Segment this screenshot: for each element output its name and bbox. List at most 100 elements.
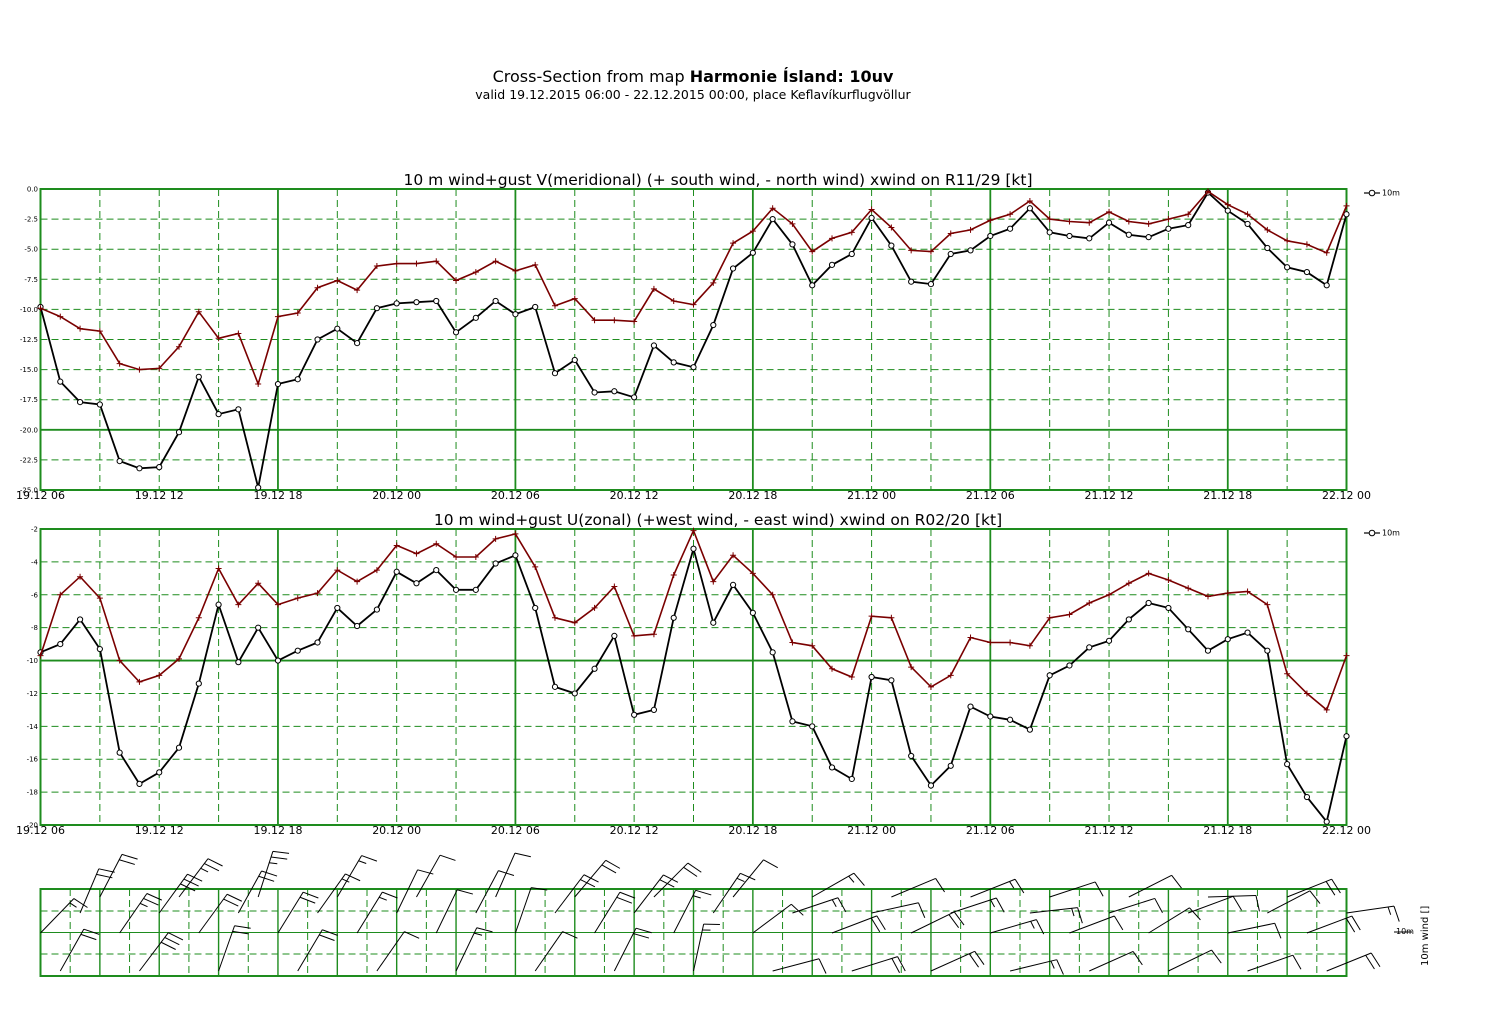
- meridional-gust-point: [1066, 218, 1073, 225]
- zonal-wind-point: [1145, 599, 1152, 607]
- meridional-gust-point: [215, 335, 222, 342]
- zonal-y-tick-label: -2: [31, 526, 38, 534]
- meridional-wind-point: [1026, 205, 1033, 212]
- wind-barb-half-feather: [341, 878, 350, 883]
- wind-barb-feather: [168, 932, 184, 941]
- wind-barb-feather: [187, 873, 203, 882]
- wind-barb-shaft: [871, 902, 919, 914]
- meridional-wind-point: [967, 247, 974, 254]
- zonal-gust-point: [354, 578, 361, 585]
- zonal-wind-point: [1105, 637, 1113, 644]
- meridional-wind-point: [1185, 222, 1192, 229]
- wind-barb-feather: [404, 931, 420, 939]
- wind-barb-feather: [270, 856, 288, 860]
- wind-barb-shaft: [693, 923, 705, 972]
- wind-barb-feather: [1232, 896, 1243, 911]
- wind-barb-feather: [302, 891, 319, 899]
- wind-barb-feather: [1094, 881, 1104, 897]
- meridional-y-tick-label: -5.0: [24, 246, 38, 254]
- meridional-gust-point: [472, 269, 479, 276]
- meridional-wind-point: [413, 299, 420, 306]
- wind-barb-feather: [1370, 952, 1381, 967]
- wind-barb-feather: [232, 930, 249, 935]
- wind-barb-shaft: [198, 893, 228, 934]
- meridional-wind-point: [868, 214, 875, 221]
- wind-barb-feather: [119, 859, 135, 865]
- zonal-gust-point: [1007, 639, 1014, 646]
- meridional-wind-point: [1323, 282, 1330, 289]
- wind-barb-feather: [1077, 907, 1083, 924]
- wind-barb-half-feather: [200, 867, 209, 873]
- zonal-gust-point: [453, 553, 460, 560]
- zonal-gust-point: [1086, 600, 1093, 606]
- meridional-x-tick-label: 21.12 00: [847, 489, 896, 502]
- meridional-x-tick-label: 20.12 18: [728, 489, 777, 502]
- meridional-gust-point: [670, 297, 677, 304]
- zonal-wind-point: [551, 683, 559, 690]
- wind-barb-feather: [619, 891, 636, 899]
- wind-barb-feather: [953, 911, 965, 926]
- wind-barb-feather: [1211, 949, 1222, 964]
- zonal-wind-point: [195, 680, 202, 687]
- meridional-gust-point: [1106, 208, 1113, 215]
- wind-barb-half-feather: [1387, 906, 1392, 915]
- wind-barb-shaft: [1267, 890, 1311, 914]
- zonal-wind-point: [947, 762, 954, 769]
- meridional-wind-point: [116, 458, 123, 465]
- zonal-gust-point: [1165, 576, 1172, 583]
- meridional-wind-point: [611, 388, 618, 395]
- meridional-gust-point: [453, 277, 460, 284]
- meridional-y-tick-label: -12.5: [20, 336, 38, 344]
- meridional-gust-point: [888, 224, 895, 231]
- wind-barb-feather: [382, 891, 398, 899]
- zonal-wind-point: [136, 780, 143, 787]
- zonal-x-tick-label: 20.12 18: [728, 824, 777, 837]
- meridional-gust-point: [1204, 188, 1211, 195]
- zonal-wind-point: [76, 616, 84, 623]
- zonal-wind-point: [769, 649, 776, 656]
- meridional-wind-point: [76, 399, 84, 406]
- wind-barb-half-feather: [474, 932, 483, 936]
- meridional-gust-point: [354, 287, 361, 294]
- zonal-gust-point: [848, 674, 855, 680]
- meridional-gust-point: [235, 330, 242, 337]
- zonal-wind-point: [274, 657, 282, 664]
- wind-barb-half-feather: [269, 862, 278, 865]
- zonal-wind-point: [156, 769, 163, 776]
- wind-barb-shaft: [792, 897, 839, 914]
- wind-barb-feather: [1014, 878, 1025, 894]
- meridional-gust-point: [1145, 220, 1152, 227]
- meridional-y-tick-label: -2.5: [24, 216, 38, 224]
- meridional-gust-point: [532, 261, 539, 268]
- meridional-wind-point: [492, 297, 499, 305]
- zonal-y-tick-label: -4: [31, 558, 39, 566]
- meridional-wind-point: [769, 216, 776, 223]
- wind-barb-shaft: [1207, 894, 1256, 898]
- zonal-gust-point: [769, 591, 776, 598]
- meridional-gust-point: [1264, 226, 1271, 233]
- zonal-wind-point: [255, 624, 262, 631]
- meridional-wind-point: [314, 336, 321, 343]
- zonal-wind-point: [571, 690, 578, 697]
- meridional-gust-point: [829, 235, 836, 242]
- meridional-wind-point: [472, 314, 479, 321]
- wind-barb-shaft: [831, 915, 878, 934]
- meridional-y-tick-label: -17.5: [20, 396, 38, 404]
- zonal-wind-point: [710, 619, 717, 626]
- zonal-wind-point: [1264, 647, 1271, 654]
- zonal-gust-point: [512, 530, 519, 537]
- wind-barb-shaft: [1108, 897, 1155, 914]
- zonal-gust-point: [888, 614, 895, 621]
- wind-barb-shaft: [990, 919, 1037, 934]
- meridional-x-tick-label: 21.12 12: [1085, 489, 1134, 502]
- zonal-gust-point: [1026, 642, 1033, 649]
- meridional-gust-point: [492, 258, 499, 265]
- zonal-legend-marker: [1368, 529, 1376, 537]
- wind-barb-feather: [870, 917, 881, 933]
- wind-barb-feather: [146, 893, 162, 901]
- wind-barb-feather: [1325, 881, 1336, 896]
- meridional-wind-point: [532, 303, 539, 311]
- zonal-wind-point: [729, 581, 737, 589]
- meridional-gust-point: [373, 263, 380, 270]
